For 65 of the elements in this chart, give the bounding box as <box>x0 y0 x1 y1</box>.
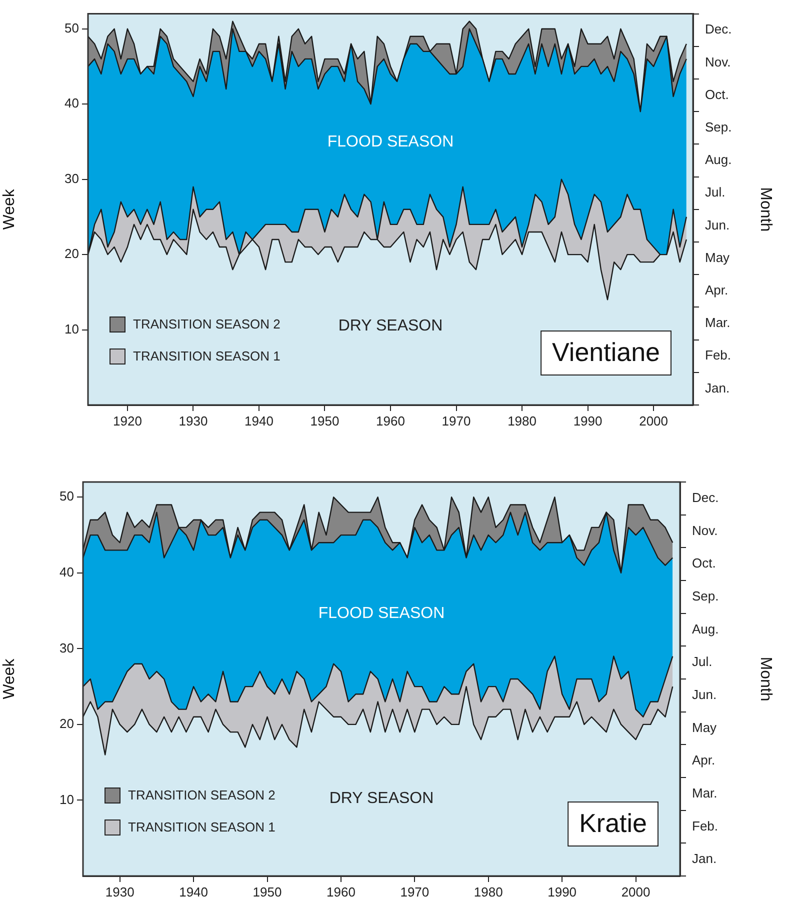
x-tick-label: 1920 <box>112 413 142 428</box>
series-label: TRANSITION SEASON 1 <box>133 348 280 364</box>
y-tick-label: 50 <box>60 488 74 504</box>
text: Vientiane <box>552 337 660 368</box>
category-label: May <box>692 720 717 735</box>
category-label: Jan. <box>705 380 730 396</box>
annotation: FLOOD SEASON <box>327 134 454 151</box>
x-tick-label: 1960 <box>326 884 356 899</box>
category-label: Aug. <box>692 621 719 636</box>
y-tick-label: 10 <box>64 321 79 336</box>
y-tick-label: 20 <box>64 246 79 262</box>
y-tick-label: 50 <box>64 20 79 36</box>
series-label: TRANSITION SEASON 2 <box>133 316 280 332</box>
series-label: TRANSITION SEASON 1 <box>128 820 276 835</box>
category-label: Dec. <box>692 490 719 505</box>
category-label: Sep. <box>705 119 732 134</box>
category-label: Feb. <box>705 348 732 363</box>
x-tick-label: 2000 <box>621 884 650 899</box>
category-label: Sep. <box>692 588 719 604</box>
y-axis-title: Week <box>1 188 18 230</box>
x-tick-label: 1980 <box>474 884 503 899</box>
category-label: Dec. <box>705 22 732 37</box>
y2-axis-title: Month <box>756 656 774 702</box>
category-label: Jun. <box>692 686 717 702</box>
category-label: Oct. <box>692 556 716 571</box>
category-label: Jan. <box>692 851 717 866</box>
category-label: Jul. <box>705 184 726 200</box>
category-label: Apr. <box>705 282 728 298</box>
category-label: Nov. <box>705 54 731 70</box>
category-label: Aug. <box>705 152 732 168</box>
category-label: Nov. <box>692 522 718 538</box>
category-label: Jul. <box>692 654 712 670</box>
x-tick-label: 2000 <box>639 413 668 428</box>
x-tick-label: 1980 <box>508 413 536 428</box>
x-tick-label: 1990 <box>573 413 602 428</box>
y-tick-label: 10 <box>60 792 74 807</box>
x-tick-label: 1930 <box>105 884 134 899</box>
x-tick-label: 1950 <box>310 413 340 428</box>
category-label: Mar. <box>705 315 730 330</box>
category-label: Apr. <box>692 752 716 768</box>
x-tick-label: 1950 <box>252 884 282 899</box>
x-tick-label: 1990 <box>548 884 577 899</box>
y2-axis-title: Month <box>756 187 774 232</box>
x-tick-label: 1940 <box>179 884 208 899</box>
annotation: FLOOD SEASON <box>318 604 445 622</box>
y-tick-label: 30 <box>60 640 74 656</box>
x-tick-label: 1970 <box>442 413 471 428</box>
x-tick-label: 1960 <box>376 413 405 428</box>
series-label: TRANSITION SEASON 2 <box>128 788 276 803</box>
y-tick-label: 40 <box>60 564 74 580</box>
y-tick-label: 30 <box>64 170 79 186</box>
category-label: Mar. <box>692 785 718 800</box>
x-tick-label: 1970 <box>400 884 430 899</box>
category-label: May <box>705 250 730 265</box>
text: Kratie <box>579 808 647 838</box>
y-tick-label: 20 <box>60 716 74 732</box>
annotation: DRY SEASON <box>338 318 443 335</box>
category-label: Feb. <box>692 818 718 834</box>
category-label: Jun. <box>705 217 730 232</box>
x-tick-label: 1930 <box>178 413 208 428</box>
category-label: Oct. <box>705 86 729 102</box>
annotation: DRY SEASON <box>329 790 434 808</box>
y-tick-label: 40 <box>64 96 79 111</box>
x-tick-label: 1940 <box>244 413 274 428</box>
y-axis-title: Week <box>1 658 18 700</box>
